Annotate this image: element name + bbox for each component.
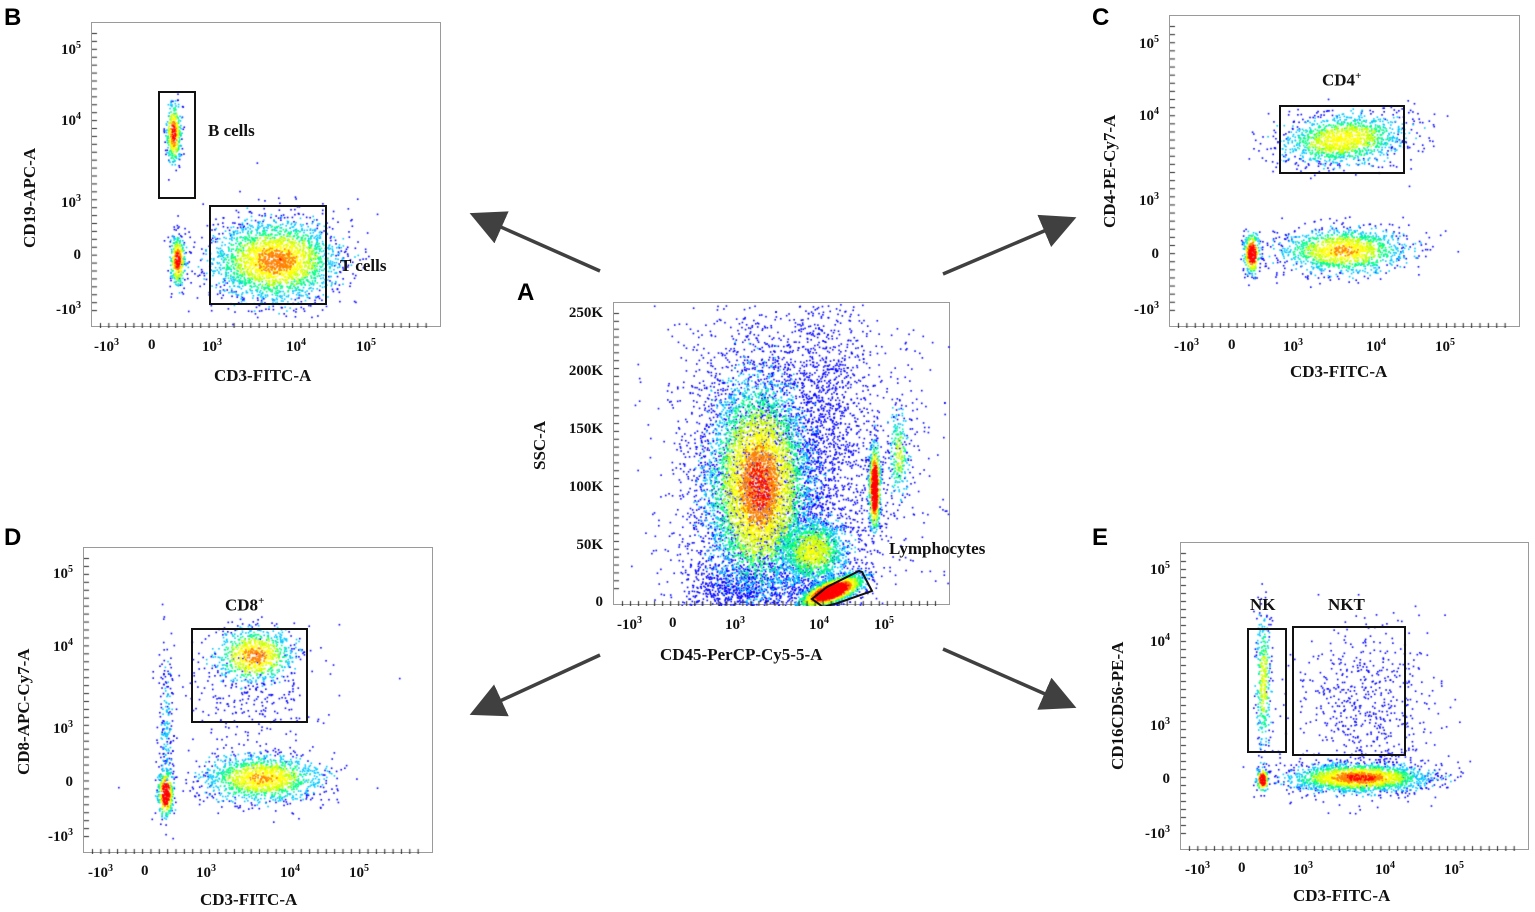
tick-label: 0 <box>141 863 149 879</box>
scatter-plot-e <box>1180 542 1530 851</box>
scatter-plot-c <box>1169 15 1521 328</box>
scatter-plot-a <box>613 302 951 606</box>
tick-label: 104 <box>1139 106 1159 124</box>
gate-label-t-cells: T cells <box>340 256 387 275</box>
tick-label: 0 <box>73 247 82 263</box>
arrow-to-d-icon <box>469 653 601 717</box>
gate-label-lymphocytes: Lymphocytes <box>889 539 986 558</box>
panel-letter-b: B <box>4 4 22 31</box>
tick-label: 0 <box>148 337 156 353</box>
x-axis-label-a: CD45-PerCP-Cy5-5-A <box>660 645 823 664</box>
gate-label-cd4: CD4+ <box>1322 70 1362 90</box>
tick-label: 0 <box>669 615 677 631</box>
tick-label: 104 <box>61 111 81 129</box>
y-axis-label-e: CD16CD56-PE-A <box>1108 641 1127 770</box>
y-axis-label-c: CD4-PE-Cy7-A <box>1100 114 1119 228</box>
gate-label-nkt: NKT <box>1328 595 1365 614</box>
tick-label: 0 <box>1151 246 1160 262</box>
scatter-plot-d <box>83 547 434 854</box>
tick-label: 103 <box>1150 716 1170 734</box>
tick-label: -103 <box>1174 337 1199 355</box>
tick-label: 0 <box>595 594 604 610</box>
tick-label: 104 <box>280 863 300 881</box>
tick-label: -103 <box>1145 824 1170 842</box>
tick-label: 105 <box>1139 34 1159 52</box>
tick-label: 105 <box>349 863 369 881</box>
panel-letter-e: E <box>1092 524 1109 551</box>
x-axis-label-e: CD3-FITC-A <box>1293 886 1391 905</box>
gate-nkt[interactable] <box>1292 626 1406 756</box>
gate-b-cells[interactable] <box>158 91 196 199</box>
tick-label: 103 <box>725 615 745 633</box>
panel-letter-c: C <box>1092 4 1110 31</box>
tick-label: -103 <box>56 300 81 318</box>
tick-label: -103 <box>94 337 119 355</box>
gate-cd4-positive[interactable] <box>1279 105 1405 174</box>
tick-label: 50K <box>576 537 603 553</box>
tick-label: -103 <box>1185 860 1210 878</box>
arrow-to-e-icon <box>942 647 1077 710</box>
tick-label: -103 <box>1134 300 1159 318</box>
x-axis-label-d: CD3-FITC-A <box>200 890 298 909</box>
gate-label-nk: NK <box>1250 595 1276 614</box>
x-axis-label-b: CD3-FITC-A <box>214 366 312 385</box>
tick-label: 0 <box>1162 771 1171 787</box>
tick-label: 104 <box>1366 337 1386 355</box>
gate-t-cells[interactable] <box>209 205 327 305</box>
tick-label: 250K <box>568 305 603 321</box>
tick-label: -103 <box>48 827 73 845</box>
tick-label: 100K <box>568 479 603 495</box>
tick-label: 105 <box>61 40 81 58</box>
tick-label: 103 <box>196 863 216 881</box>
tick-label: 103 <box>53 719 73 737</box>
y-axis-label-b: CD19-APC-A <box>20 147 39 248</box>
scatter-plot-b <box>91 22 442 328</box>
tick-label: 105 <box>1150 560 1170 578</box>
tick-label: 0 <box>65 774 74 790</box>
gate-cd8-positive[interactable] <box>191 628 308 723</box>
tick-label: 103 <box>202 337 222 355</box>
arrow-to-b-icon <box>469 211 601 273</box>
panel-letter-d: D <box>4 524 22 551</box>
tick-label: 105 <box>356 337 376 355</box>
tick-label: 103 <box>1283 337 1303 355</box>
tick-label: 200K <box>568 363 603 379</box>
tick-label: 105 <box>1435 337 1455 355</box>
tick-label: 104 <box>809 615 829 633</box>
y-axis-label-a: SSC-A <box>530 420 549 470</box>
tick-label: 104 <box>1375 860 1395 878</box>
tick-label: 105 <box>874 615 894 633</box>
tick-label: 104 <box>286 337 306 355</box>
panel-letter-a: A <box>517 279 535 306</box>
x-axis-label-c: CD3-FITC-A <box>1290 362 1388 381</box>
tick-label: 103 <box>61 193 81 211</box>
tick-label: -103 <box>88 863 113 881</box>
tick-label: 104 <box>1150 632 1170 650</box>
gate-nk[interactable] <box>1247 628 1287 753</box>
gate-label-b-cells: B cells <box>208 121 255 140</box>
tick-label: 0 <box>1238 860 1246 876</box>
tick-label: 103 <box>1139 191 1159 209</box>
tick-label: 103 <box>1293 860 1313 878</box>
tick-label: 105 <box>1444 860 1464 878</box>
tick-label: 0 <box>1228 337 1236 353</box>
tick-label: 105 <box>53 564 73 582</box>
gate-label-cd8: CD8+ <box>225 595 265 615</box>
arrow-to-c-icon <box>942 214 1077 276</box>
tick-label: -103 <box>617 615 642 633</box>
tick-label: 150K <box>568 421 603 437</box>
tick-label: 104 <box>53 637 73 655</box>
y-axis-label-d: CD8-APC-Cy7-A <box>14 648 33 775</box>
